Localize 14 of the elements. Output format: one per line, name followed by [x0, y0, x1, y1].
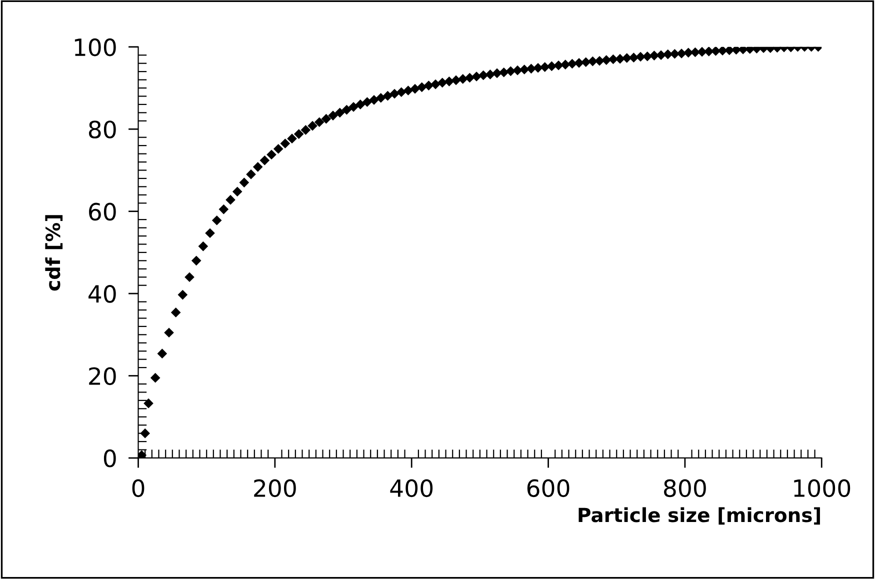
y-axis-title: cdf [%]	[45, 215, 63, 291]
y-tick-label: 0	[104, 449, 116, 468]
y-tick-label: 20	[89, 367, 116, 386]
y-tick-label: 100	[74, 38, 116, 56]
x-axis-title: Particle size [microns]	[578, 507, 820, 525]
y-tick-label: 60	[89, 202, 116, 221]
y-tick-label: 40	[88, 285, 116, 303]
x-tick-label: 200	[254, 479, 296, 498]
x-tick-label: 400	[390, 479, 433, 498]
y-tick-label: 80	[88, 120, 116, 138]
x-tick-label: 0	[132, 479, 144, 498]
x-tick-label: 1000	[794, 479, 850, 498]
x-tick-label: 800	[664, 479, 706, 498]
x-tick-label: 600	[527, 479, 570, 498]
